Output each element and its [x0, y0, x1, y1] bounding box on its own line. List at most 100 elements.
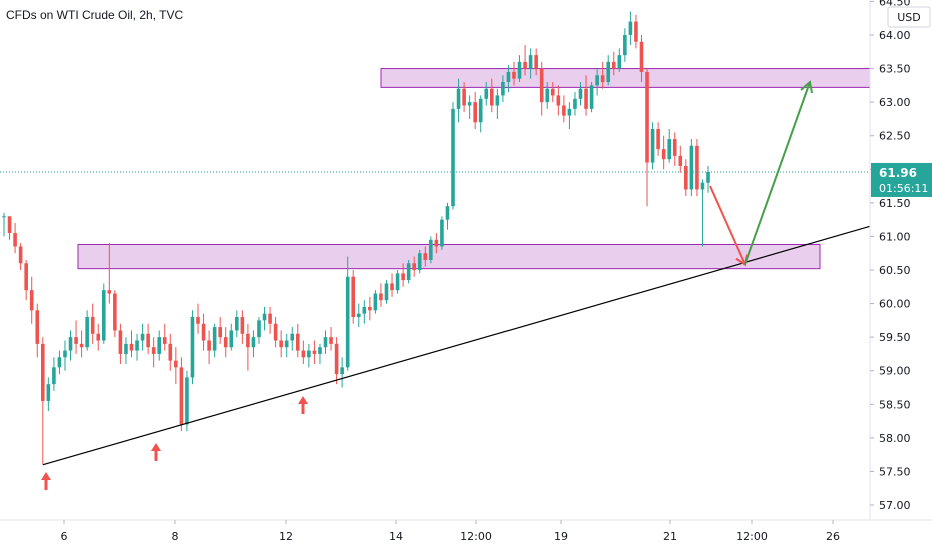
- price-tick-label: 57.00: [879, 499, 911, 512]
- price-tick-label: 58.00: [879, 432, 911, 445]
- candle-body: [501, 82, 505, 96]
- candle-body: [101, 290, 106, 341]
- candle-body: [656, 129, 660, 150]
- candle-body: [456, 88, 461, 109]
- price-tick-label: 61.50: [879, 197, 911, 210]
- candle-body: [573, 98, 577, 109]
- price-tick-label: 60.00: [879, 298, 911, 311]
- candle-body: [362, 306, 367, 314]
- candle-body: [223, 337, 228, 348]
- candle-body: [290, 333, 295, 341]
- candle-body: [661, 149, 666, 160]
- candle-body: [517, 61, 522, 79]
- candle-body: [484, 88, 489, 99]
- candle-body: [623, 35, 627, 56]
- candle-body: [201, 323, 206, 341]
- candle-body: [307, 350, 311, 358]
- candle-body: [46, 384, 51, 401]
- currency-badge: [887, 6, 931, 28]
- candle-body: [606, 61, 611, 82]
- ascending-trendline: [42, 225, 871, 466]
- candle-body: [151, 347, 156, 354]
- candle-body: [478, 98, 483, 123]
- candle-body: [490, 88, 494, 106]
- candle-body: [262, 313, 267, 321]
- candle-body: [329, 337, 333, 344]
- candle-body: [2, 216, 6, 218]
- candle-body: [611, 61, 616, 69]
- candle-body: [528, 55, 533, 69]
- time-tick-label: 14: [389, 530, 403, 543]
- candle-body: [146, 333, 150, 348]
- candle-body: [545, 88, 550, 103]
- candle-body: [512, 71, 516, 79]
- candle-body: [124, 343, 128, 354]
- price-axis: 64.5064.0063.5063.0062.5062.0061.5061.00…: [869, 0, 932, 520]
- candle-body: [695, 145, 699, 190]
- time-axis: 6 8 12 14 12:00 19 21 12:00 26: [0, 519, 932, 543]
- chart-title: CFDs on WTI Crude Oil, 2h, TVC: [6, 8, 184, 22]
- price-tick-label: 59.50: [879, 331, 911, 344]
- candle-body: [284, 340, 289, 348]
- candle-body: [406, 263, 411, 281]
- candle-body: [672, 139, 677, 156]
- candle-body: [589, 85, 594, 109]
- price-tick-label: 59.00: [879, 365, 911, 378]
- candle-body: [639, 41, 644, 72]
- price-tick-label: 58.50: [879, 398, 911, 411]
- candle-body: [68, 337, 73, 351]
- candle-body: [268, 313, 272, 324]
- candle-body: [135, 340, 139, 351]
- candle-body: [356, 313, 361, 317]
- candle-body: [567, 108, 572, 116]
- candle-body: [379, 293, 383, 301]
- price-tick-label: 63.50: [879, 63, 911, 76]
- candle-body: [129, 343, 134, 351]
- candle-body: [246, 333, 250, 348]
- countdown-label: 01:56:11: [879, 182, 928, 195]
- candle-body: [334, 343, 339, 375]
- candle-body: [79, 343, 84, 348]
- candle-body: [634, 21, 638, 42]
- candle-body: [229, 330, 234, 348]
- candle-body: [523, 61, 527, 69]
- candle-body: [473, 102, 477, 123]
- candle-body: [534, 55, 538, 69]
- candle-body: [168, 343, 173, 361]
- candle-body: [235, 317, 239, 331]
- candle-body: [63, 350, 67, 358]
- candle-body: [52, 367, 56, 385]
- candle-body: [423, 253, 428, 260]
- candle-body: [113, 293, 117, 331]
- candle-body: [539, 68, 544, 103]
- candle-body: [257, 320, 261, 338]
- candle-body: [562, 105, 566, 116]
- candle-body: [395, 273, 400, 291]
- candle-body: [689, 145, 694, 190]
- price-tick-label: 57.50: [879, 465, 911, 478]
- candle-body: [57, 357, 62, 368]
- time-tick-label: 21: [663, 530, 677, 543]
- candle-body: [384, 283, 389, 301]
- candle-body: [467, 102, 472, 106]
- candle-body: [595, 75, 599, 86]
- candle-body: [240, 317, 245, 334]
- candle-body: [684, 165, 688, 190]
- price-axis-background: [870, 0, 932, 520]
- candle-body: [218, 327, 222, 338]
- candle-body: [401, 273, 405, 281]
- candle-body: [417, 253, 422, 270]
- candle-body: [340, 367, 344, 375]
- candle-body: [107, 290, 112, 294]
- candle-body: [351, 276, 356, 317]
- candle-body: [645, 71, 649, 163]
- last-price-label: 61.96: [879, 166, 917, 180]
- candle-body: [550, 88, 555, 96]
- candle-body: [85, 317, 89, 348]
- projection-down-line: [709, 185, 746, 266]
- candle-body: [279, 340, 283, 348]
- candle-body: [13, 233, 17, 247]
- time-tick-label: 12:00: [736, 530, 768, 543]
- touch-marker-arrow-head: [298, 396, 308, 404]
